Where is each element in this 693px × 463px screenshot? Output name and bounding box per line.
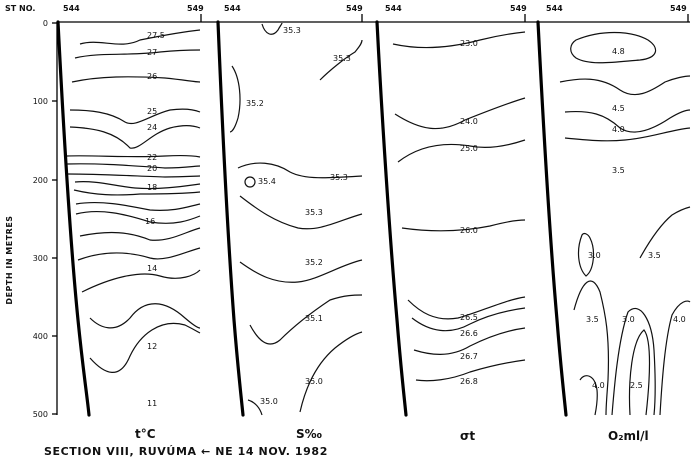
t-label-8: 18 bbox=[147, 183, 157, 192]
o-label-4: 3.5 bbox=[612, 166, 625, 175]
o-label-8: 3.0 bbox=[622, 315, 635, 324]
salinity-isohalines bbox=[229, 22, 363, 416]
salinity-panel: 544 549 35.3 35.3 35.2 35.4 35.3 35.3 35… bbox=[216, 4, 363, 441]
s-label-9: 35.0 bbox=[305, 377, 323, 386]
depth-tick-500: 500 bbox=[33, 410, 48, 419]
st-label-1: 23.0 bbox=[460, 39, 478, 48]
o-label-10: 4.0 bbox=[592, 381, 605, 390]
o-label-5: 3.0 bbox=[588, 251, 601, 260]
st-label-6: 26.6 bbox=[460, 329, 478, 338]
temperature-panel-title: t°C bbox=[135, 427, 156, 441]
salinity-contour-labels: 35.3 35.3 35.2 35.4 35.3 35.3 35.2 35.1 … bbox=[246, 26, 351, 406]
temperature-bottom-profile bbox=[56, 20, 91, 417]
o-label-2: 4.5 bbox=[612, 104, 625, 113]
depth-ticks: 0 100 200 300 400 500 bbox=[33, 19, 57, 419]
depth-tick-0: 0 bbox=[43, 19, 48, 28]
oxygen-panel: 544 549 4.8 4.5 4.0 3.5 3.0 3.5 3.5 3.0 bbox=[536, 4, 691, 443]
o-label-3: 4.0 bbox=[612, 125, 625, 134]
station-header: ST NO. bbox=[5, 4, 35, 13]
salinity-station-end: 549 bbox=[346, 4, 363, 13]
temperature-station-start: 544 bbox=[63, 4, 80, 13]
salinity-station-start: 544 bbox=[224, 4, 241, 13]
o-label-11: 2.5 bbox=[630, 381, 643, 390]
st-label-8: 26.8 bbox=[460, 377, 478, 386]
sigma-t-bottom-profile bbox=[375, 20, 408, 417]
t-label-4: 25 bbox=[147, 107, 157, 116]
t-label-1: 27.5 bbox=[147, 31, 165, 40]
sigma-t-contour-labels: 23.0 24.0 25.0 26.0 26.5 26.6 26.7 26.8 bbox=[460, 39, 478, 386]
t-label-2: 27 bbox=[147, 48, 157, 57]
depth-tick-100: 100 bbox=[33, 97, 48, 106]
s-label-4: 35.4 bbox=[258, 177, 276, 186]
s-label-8: 35.1 bbox=[305, 314, 323, 323]
sigma-t-station-start: 544 bbox=[385, 4, 402, 13]
temperature-isotherms bbox=[66, 29, 201, 373]
o-label-1: 4.8 bbox=[612, 47, 625, 56]
figure-caption: SECTION VIII, RUVÚMA ← NE 14 NOV. 1982 bbox=[44, 445, 328, 458]
oxygen-contour-labels: 4.8 4.5 4.0 3.5 3.0 3.5 3.5 3.0 4.0 4.0 … bbox=[586, 47, 686, 390]
t-label-6: 22 bbox=[147, 153, 157, 162]
st-label-5: 26.5 bbox=[460, 313, 478, 322]
t-label-9: 16 bbox=[145, 217, 155, 226]
oxygen-bottom-profile bbox=[536, 20, 568, 417]
t-label-5: 24 bbox=[147, 123, 157, 132]
sigma-t-station-end: 549 bbox=[510, 4, 527, 13]
depth-tick-400: 400 bbox=[33, 332, 48, 341]
depth-axis-label: DEPTH IN METRES bbox=[5, 215, 14, 304]
st-label-4: 26.0 bbox=[460, 226, 478, 235]
temperature-contour-labels: 27.5 27 26 25 24 22 20 18 16 14 12 11 bbox=[145, 31, 165, 408]
s-label-2: 35.3 bbox=[333, 54, 351, 63]
o-label-7: 3.5 bbox=[586, 315, 599, 324]
oxygen-station-start: 544 bbox=[546, 4, 563, 13]
s-label-5: 35.3 bbox=[330, 173, 348, 182]
depth-tick-200: 200 bbox=[33, 176, 48, 185]
t-label-10: 14 bbox=[147, 264, 157, 273]
o-label-6: 3.5 bbox=[648, 251, 661, 260]
salinity-bottom-profile bbox=[216, 20, 245, 417]
oxygen-station-end: 549 bbox=[670, 4, 687, 13]
st-label-7: 26.7 bbox=[460, 352, 478, 361]
s-label-7: 35.2 bbox=[305, 258, 323, 267]
oxygen-isolines bbox=[559, 31, 691, 416]
s-label-6: 35.3 bbox=[305, 208, 323, 217]
t-label-7: 20 bbox=[147, 164, 157, 173]
st-label-2: 24.0 bbox=[460, 117, 478, 126]
t-label-12: 11 bbox=[147, 399, 157, 408]
sigma-t-panel: 544 549 23.0 24.0 25.0 26.0 26.5 26.6 26… bbox=[375, 4, 527, 443]
s-label-10: 35.0 bbox=[260, 397, 278, 406]
t-label-3: 26 bbox=[147, 72, 157, 81]
o-label-9: 4.0 bbox=[673, 315, 686, 324]
s-label-3: 35.2 bbox=[246, 99, 264, 108]
temperature-station-end: 549 bbox=[187, 4, 204, 13]
depth-axis: DEPTH IN METRES 0 100 200 300 400 500 ST… bbox=[5, 4, 58, 419]
temperature-panel: 544 549 27.5 27 26 25 bbox=[56, 4, 204, 441]
depth-tick-300: 300 bbox=[33, 254, 48, 263]
salinity-panel-title: S‰ bbox=[296, 427, 322, 441]
st-label-3: 25.0 bbox=[460, 144, 478, 153]
s-label-1: 35.3 bbox=[283, 26, 301, 35]
sigma-t-panel-title: σt bbox=[460, 429, 475, 443]
oxygen-panel-title: O₂ml/l bbox=[608, 429, 649, 443]
t-label-11: 12 bbox=[147, 342, 157, 351]
sigma-t-isopycnals bbox=[392, 31, 526, 382]
